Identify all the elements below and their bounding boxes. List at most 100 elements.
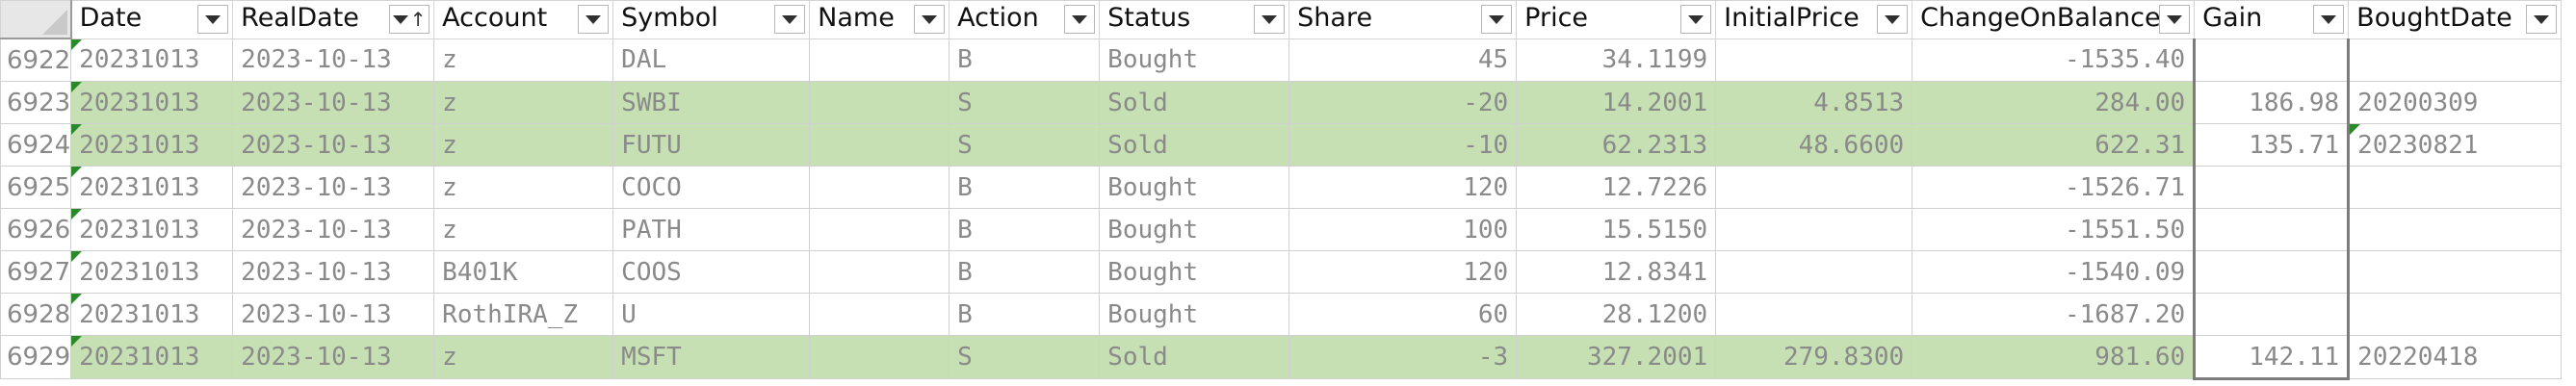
cell-symbol[interactable]: U [612,293,811,336]
cell-initialprice[interactable] [1715,208,1913,251]
cell-price[interactable]: 12.7226 [1516,166,1717,209]
cell-realdate[interactable]: 2023-10-13 [232,81,435,124]
cell-price[interactable]: 34.1199 [1516,38,1717,82]
column-header-price[interactable]: Price [1516,0,1717,39]
cell-realdate[interactable]: 2023-10-13 [232,38,435,82]
filter-dropdown-button[interactable] [1254,5,1286,35]
cell-gain[interactable] [2193,250,2351,294]
row-number[interactable]: 6928 [0,293,72,336]
cell-status[interactable]: Bought [1099,208,1290,251]
cell-share[interactable]: -3 [1288,335,1518,379]
cell-account[interactable]: z [433,38,614,82]
cell-initialprice[interactable]: 4.8513 [1715,81,1913,124]
cell-realdate[interactable]: 2023-10-13 [232,293,435,336]
cell-share[interactable]: 120 [1288,166,1518,209]
cell-date[interactable]: 20231013 [70,335,234,379]
column-header-symbol[interactable]: Symbol [612,0,811,39]
cell-status[interactable]: Sold [1099,123,1290,167]
cell-name[interactable] [809,250,950,294]
cell-account[interactable]: z [433,335,614,379]
column-header-date[interactable]: Date [70,0,234,39]
cell-symbol[interactable]: COOS [612,250,811,294]
cell-date[interactable]: 20231013 [70,293,234,336]
cell-price[interactable]: 14.2001 [1516,81,1717,124]
cell-price[interactable]: 62.2313 [1516,123,1717,167]
cell-boughtdate[interactable] [2348,208,2563,251]
cell-account[interactable]: B401K [433,250,614,294]
cell-name[interactable] [809,208,950,251]
cell-gain[interactable]: 186.98 [2193,81,2351,124]
cell-initialprice[interactable]: 279.8300 [1715,335,1913,379]
cell-action[interactable]: B [949,38,1101,82]
cell-changeonbalance[interactable]: -1526.71 [1912,166,2196,209]
cell-action[interactable]: B [949,208,1101,251]
cell-price[interactable]: 12.8341 [1516,250,1717,294]
cell-initialprice[interactable] [1715,38,1913,82]
cell-realdate[interactable]: 2023-10-13 [232,335,435,379]
cell-name[interactable] [809,123,950,167]
cell-status[interactable]: Bought [1099,250,1290,294]
cell-action[interactable]: B [949,166,1101,209]
cell-status[interactable]: Sold [1099,335,1290,379]
cell-date[interactable]: 20231013 [70,38,234,82]
column-header-gain[interactable]: Gain [2194,0,2350,39]
cell-date[interactable]: 20231013 [70,123,234,167]
filter-dropdown-button[interactable] [1481,5,1513,35]
cell-gain[interactable]: 142.11 [2193,335,2351,380]
cell-action[interactable]: B [949,250,1101,294]
cell-price[interactable]: 327.2001 [1516,335,1717,379]
cell-changeonbalance[interactable]: -1687.20 [1912,293,2196,336]
cell-changeonbalance[interactable]: -1551.50 [1912,208,2196,251]
cell-boughtdate[interactable] [2348,250,2563,294]
cell-name[interactable] [809,293,950,336]
row-number[interactable]: 6922 [0,38,72,82]
cell-changeonbalance[interactable]: 622.31 [1912,123,2196,167]
row-number[interactable]: 6927 [0,250,72,294]
cell-realdate[interactable]: 2023-10-13 [232,250,435,294]
cell-boughtdate[interactable] [2348,166,2563,209]
cell-name[interactable] [809,335,950,379]
cell-action[interactable]: S [949,123,1101,167]
cell-symbol[interactable]: FUTU [612,123,811,167]
cell-account[interactable]: z [433,166,614,209]
cell-date[interactable]: 20231013 [70,250,234,294]
cell-name[interactable] [809,81,950,124]
cell-gain[interactable] [2193,166,2351,209]
cell-action[interactable]: S [949,81,1101,124]
cell-boughtdate[interactable] [2348,293,2563,336]
cell-gain[interactable] [2193,293,2351,336]
column-header-boughtdate[interactable]: BoughtDate [2348,0,2563,39]
row-number[interactable]: 6926 [0,208,72,251]
cell-price[interactable]: 28.1200 [1516,293,1717,336]
cell-symbol[interactable]: SWBI [612,81,811,124]
cell-changeonbalance[interactable]: 981.60 [1912,335,2196,379]
filter-dropdown-button[interactable] [578,5,610,35]
cell-share[interactable]: 45 [1288,38,1518,82]
filter-dropdown-button[interactable] [1064,5,1096,35]
column-header-action[interactable]: Action [949,0,1101,39]
select-all-corner[interactable] [0,0,72,39]
cell-realdate[interactable]: 2023-10-13 [232,123,435,167]
column-header-account[interactable]: Account [433,0,614,39]
sort-filter-button[interactable]: ↑ [389,5,430,35]
filter-dropdown-button[interactable] [2526,5,2558,35]
cell-symbol[interactable]: MSFT [612,335,811,379]
cell-boughtdate[interactable]: 20220418 [2348,335,2563,379]
cell-date[interactable]: 20231013 [70,81,234,124]
cell-status[interactable]: Bought [1099,293,1290,336]
column-header-name[interactable]: Name [809,0,950,39]
column-header-realdate[interactable]: RealDate ↑ [232,0,435,39]
cell-name[interactable] [809,38,950,82]
cell-initialprice[interactable] [1715,293,1913,336]
row-number[interactable]: 6924 [0,123,72,167]
cell-initialprice[interactable] [1715,250,1913,294]
cell-boughtdate[interactable]: 20230821 [2348,123,2563,167]
cell-status[interactable]: Bought [1099,38,1290,82]
cell-price[interactable]: 15.5150 [1516,208,1717,251]
cell-changeonbalance[interactable]: -1540.09 [1912,250,2196,294]
column-header-initialprice[interactable]: InitialPrice [1715,0,1913,39]
cell-symbol[interactable]: COCO [612,166,811,209]
cell-share[interactable]: -20 [1288,81,1518,124]
cell-account[interactable]: RothIRA_Z [433,293,614,336]
cell-name[interactable] [809,166,950,209]
